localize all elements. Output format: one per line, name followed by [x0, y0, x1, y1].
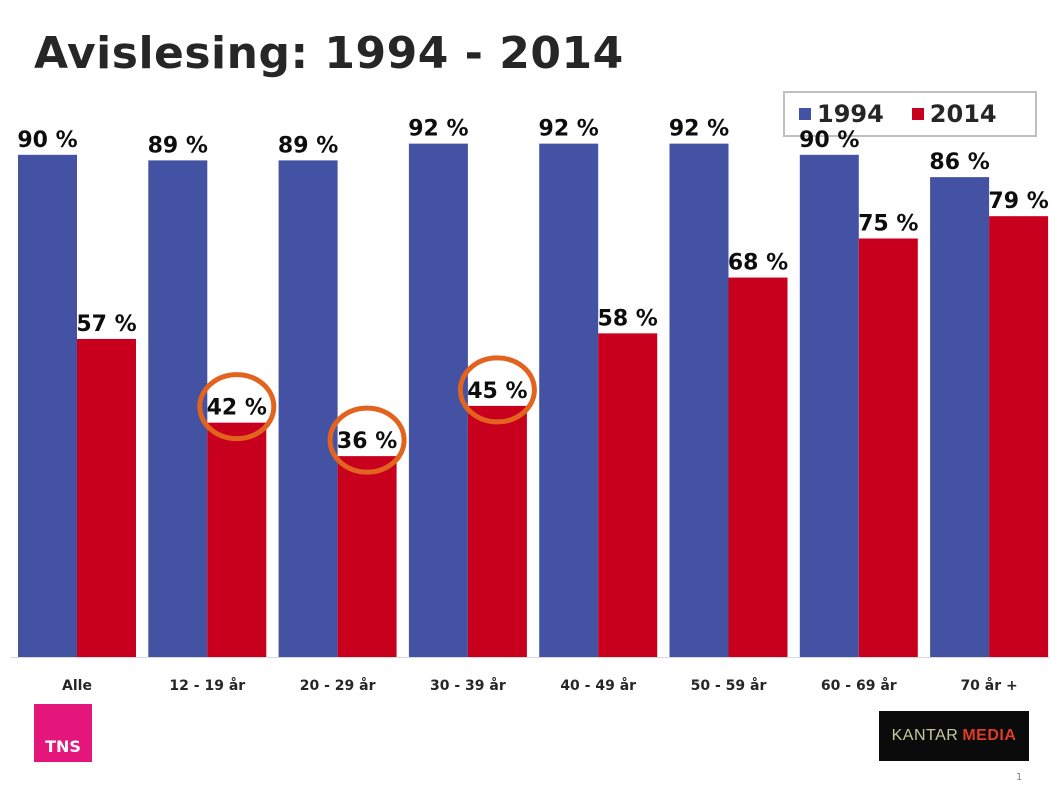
legend-label-2014: 2014: [929, 100, 997, 128]
data-label-2014-6: 75 %: [858, 212, 918, 237]
data-label-2014-2: 36 %: [337, 429, 397, 454]
bar-1994-7: [930, 177, 990, 657]
data-label-1994-4: 92 %: [539, 117, 599, 142]
category-label-1: 12 - 19 år: [169, 677, 245, 694]
highlight-circle-1: [197, 372, 277, 442]
category-label-4: 40 - 49 år: [560, 677, 636, 694]
bar-2014-5: [728, 277, 788, 657]
data-label-1994-6: 90 %: [799, 128, 859, 153]
bar-1994-2: [278, 160, 338, 657]
legend-swatch-1994: [799, 108, 811, 120]
data-label-1994-0: 90 %: [17, 128, 77, 153]
legend-item-1994: 1994: [799, 100, 884, 128]
data-label-2014-3: 45 %: [467, 379, 527, 404]
bar-1994-0: [18, 154, 77, 658]
bar-2014-3: [467, 405, 527, 657]
kantar-logo-text: KANTAR: [891, 727, 959, 744]
category-label-5: 50 - 59 år: [691, 677, 767, 694]
chart-title: Avislesing: 1994 - 2014: [34, 28, 624, 79]
data-label-1994-2: 89 %: [278, 133, 338, 158]
bar-2014-2: [337, 456, 397, 657]
legend-label-1994: 1994: [817, 100, 884, 128]
bar-1994-4: [539, 143, 599, 657]
category-label-2: 20 - 29 år: [300, 677, 376, 694]
legend-item-2014: 2014: [911, 100, 997, 128]
bar-2014-7: [989, 216, 1049, 657]
bar-2014-1: [207, 422, 267, 657]
data-label-1994-7: 86 %: [929, 150, 989, 175]
page-number: 1: [1016, 772, 1023, 783]
legend-swatch-2014: [911, 108, 924, 120]
data-label-2014-7: 79 %: [988, 189, 1048, 214]
category-label-6: 60 - 69 år: [821, 677, 897, 694]
category-label-3: 30 - 39 år: [430, 677, 506, 694]
bar-2014-6: [858, 238, 918, 657]
bar-2014-0: [77, 338, 136, 657]
data-label-2014-1: 42 %: [207, 396, 267, 421]
tns-logo: TNS: [34, 704, 92, 762]
highlight-circle-3: [457, 355, 537, 425]
data-label-2014-5: 68 %: [728, 251, 788, 276]
media-logo-text: MEDIA: [962, 727, 1017, 744]
bar-1994-3: [408, 143, 468, 657]
kantar-media-logo: KANTAR MEDIA: [879, 711, 1029, 761]
data-label-1994-3: 92 %: [408, 117, 468, 142]
data-label-1994-1: 89 %: [148, 133, 208, 158]
data-label-1994-5: 92 %: [669, 117, 729, 142]
category-label-7: 70 år +: [960, 677, 1017, 694]
bar-1994-5: [669, 143, 729, 657]
data-label-2014-0: 57 %: [76, 312, 136, 337]
highlight-circle-2: [327, 405, 407, 475]
data-label-2014-4: 58 %: [598, 306, 658, 331]
tns-logo-text: TNS: [45, 737, 81, 756]
bar-1994-6: [799, 154, 859, 658]
bar-2014-4: [598, 333, 658, 657]
chart-legend: 1994 2014: [783, 91, 1037, 137]
category-label-0: Alle: [62, 678, 92, 694]
